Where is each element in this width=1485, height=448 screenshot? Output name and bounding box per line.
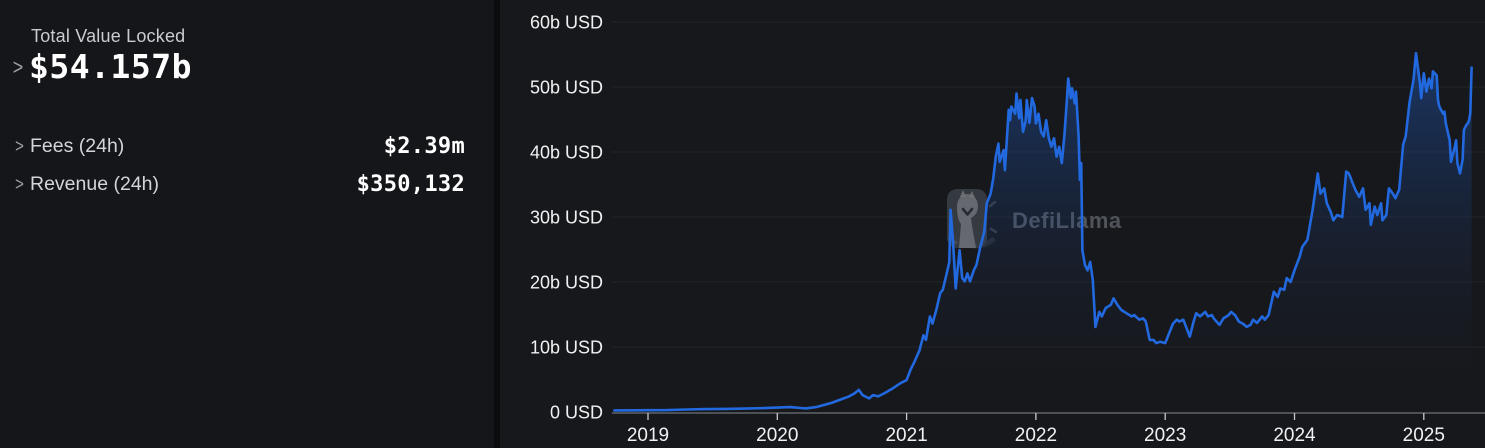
y-axis-label: 60b USD [530, 13, 603, 33]
chevron-right-icon[interactable]: > [12, 54, 24, 80]
revenue-label: Revenue (24h) [30, 172, 159, 195]
tvl-label: Total Value Locked [31, 26, 186, 46]
x-axis-label: 2020 [756, 425, 798, 446]
metric-rows: > Fees (24h) $2.39m > Revenue (24h) $350… [0, 132, 494, 199]
y-axis-label: 40b USD [530, 143, 603, 163]
revenue-value: $350,132 [356, 171, 465, 197]
x-axis-label: 2025 [1403, 425, 1445, 446]
panel-divider [494, 0, 500, 448]
x-axis-label: 2019 [627, 425, 669, 446]
revenue-row[interactable]: > Revenue (24h) $350,132 [0, 170, 494, 199]
y-axis-label: 50b USD [530, 78, 603, 98]
tvl-area-chart[interactable]: DefiLlama20192020202120222023202420250 U… [500, 0, 1485, 448]
tvl-value: $54.157b [29, 47, 192, 86]
y-axis-label: 0 USD [550, 403, 603, 423]
x-axis-label: 2022 [1015, 425, 1057, 446]
chevron-right-icon[interactable]: > [15, 173, 24, 195]
tvl-line-series [613, 51, 1473, 412]
metrics-panel: Total Value Locked > $54.157b > Fees (24… [0, 0, 494, 448]
tvl-toggle[interactable]: > $54.157b [0, 47, 494, 86]
x-axis-label: 2024 [1273, 425, 1316, 446]
fees-row[interactable]: > Fees (24h) $2.39m [0, 132, 494, 161]
chevron-right-icon[interactable]: > [15, 135, 24, 157]
y-axis-label: 10b USD [530, 338, 603, 358]
x-axis-label: 2021 [885, 425, 927, 446]
y-axis-label: 20b USD [530, 273, 603, 293]
fees-label: Fees (24h) [30, 134, 125, 157]
y-axis-label: 30b USD [530, 208, 603, 228]
x-axis-label: 2023 [1144, 425, 1186, 446]
tvl-area-fill [614, 53, 1472, 413]
tvl-chart-panel: DefiLlama20192020202120222023202420250 U… [500, 0, 1485, 448]
fees-value: $2.39m [383, 133, 465, 159]
